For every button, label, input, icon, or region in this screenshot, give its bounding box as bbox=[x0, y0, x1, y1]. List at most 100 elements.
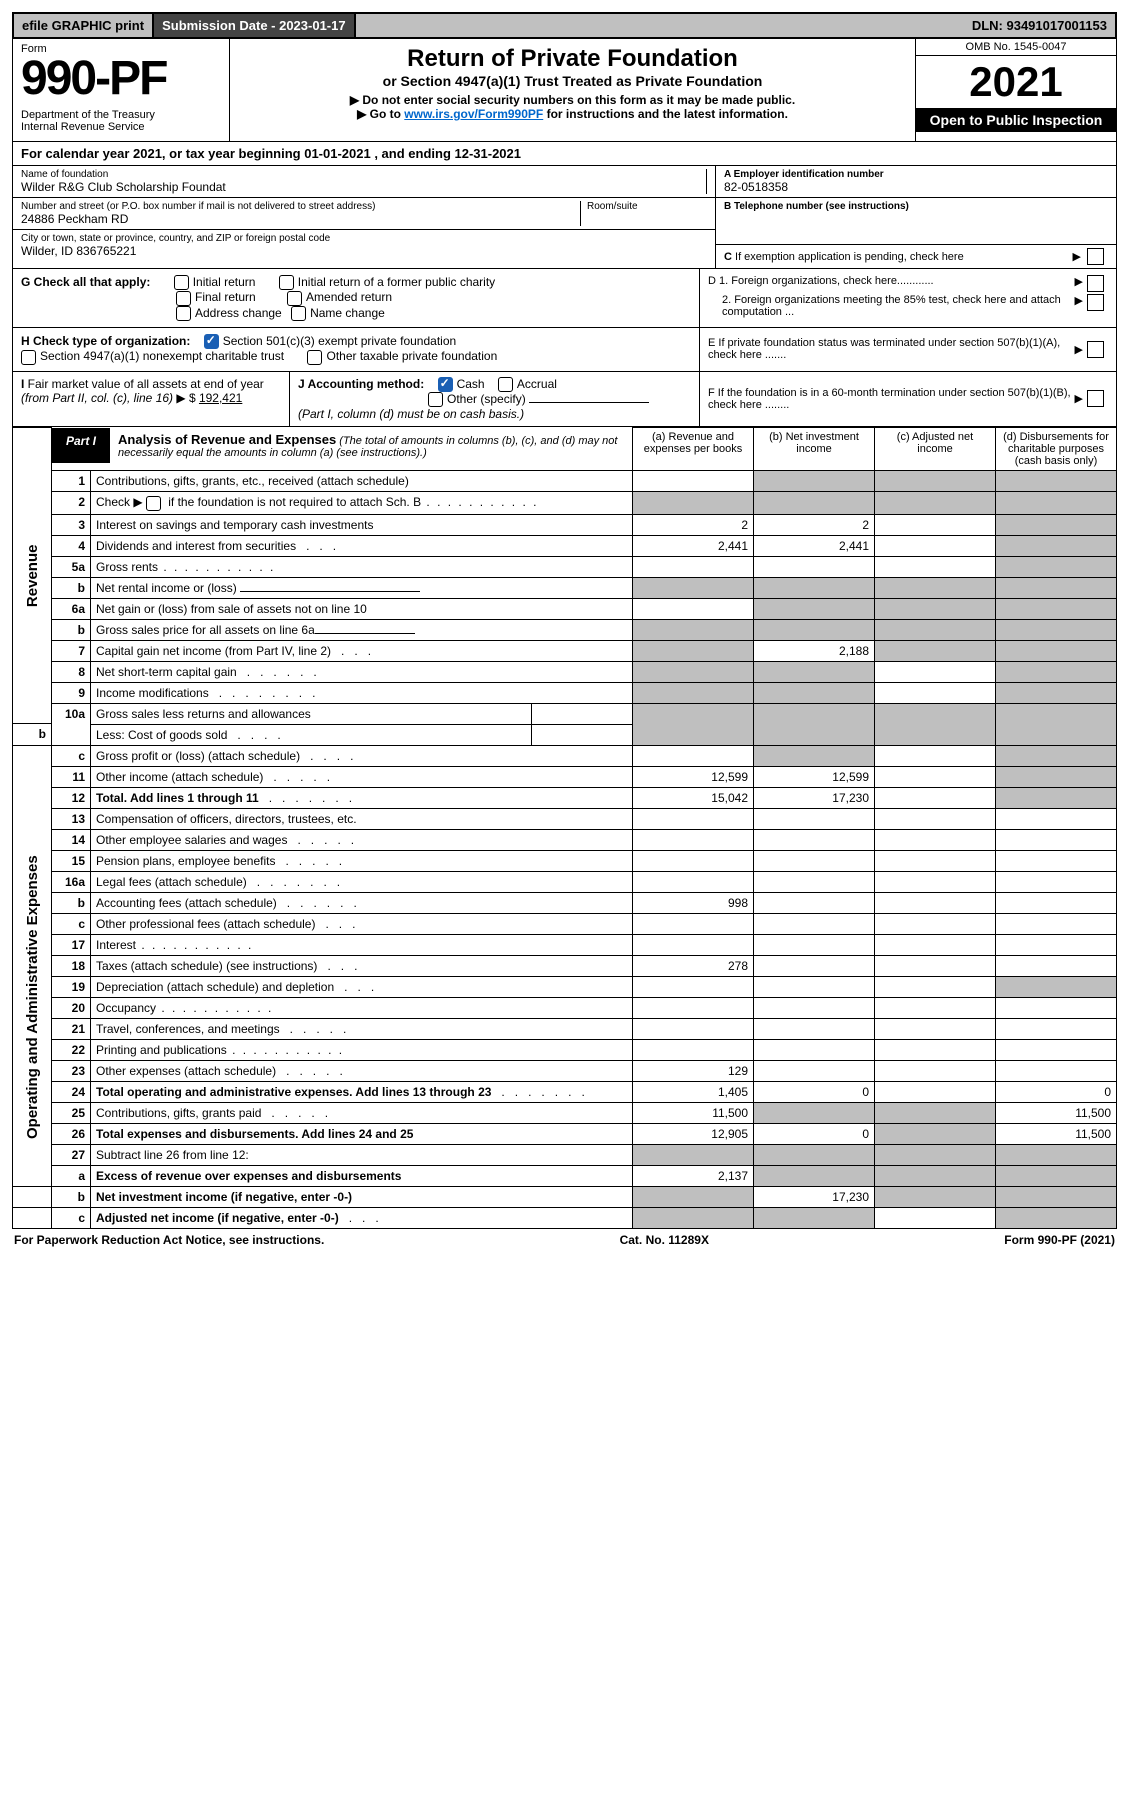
j-label: J Accounting method: bbox=[298, 377, 424, 391]
line-25: Contributions, gifts, grants paid . . . … bbox=[91, 1102, 633, 1123]
line-18: Taxes (attach schedule) (see instruction… bbox=[91, 955, 633, 976]
name-label: Name of foundation bbox=[21, 169, 706, 180]
expenses-section-label: Operating and Administrative Expenses bbox=[13, 808, 52, 1186]
form-number: 990-PF bbox=[21, 52, 166, 105]
line-12: Total. Add lines 1 through 11 . . . . . … bbox=[91, 787, 633, 808]
ssn-warning: ▶ Do not enter social security numbers o… bbox=[240, 93, 905, 107]
h-501c3-checkbox[interactable] bbox=[204, 334, 219, 349]
d1-label: D 1. Foreign organizations, check here..… bbox=[708, 275, 1075, 292]
revenue-section-label: Revenue bbox=[13, 428, 52, 724]
tax-year: 2021 bbox=[916, 56, 1116, 108]
city-label: City or town, state or province, country… bbox=[21, 233, 707, 244]
g-d-section: G Check all that apply: Initial return I… bbox=[12, 269, 1117, 328]
line2-checkbox[interactable] bbox=[146, 496, 161, 511]
part1-label: Part I bbox=[52, 428, 110, 463]
line-27a: Excess of revenue over expenses and disb… bbox=[91, 1165, 633, 1186]
i-j-f-section: I Fair market value of all assets at end… bbox=[12, 372, 1117, 428]
identity-grid: Name of foundation Wilder R&G Club Schol… bbox=[12, 166, 1117, 269]
line-8: Net short-term capital gain . . . . . . bbox=[91, 661, 633, 682]
line-3: Interest on savings and temporary cash i… bbox=[91, 514, 633, 535]
line-27: Subtract line 26 from line 12: bbox=[91, 1144, 633, 1165]
h-4947-checkbox[interactable] bbox=[21, 350, 36, 365]
line-6a: Net gain or (loss) from sale of assets n… bbox=[91, 598, 633, 619]
c-checkbox[interactable] bbox=[1087, 248, 1104, 265]
line-16b: Accounting fees (attach schedule) . . . … bbox=[91, 892, 633, 913]
dln: DLN: 93491017001153 bbox=[964, 14, 1115, 37]
line-19: Depreciation (attach schedule) and deple… bbox=[91, 976, 633, 997]
c-exemption-label: C If exemption application is pending, c… bbox=[724, 251, 1067, 263]
line-11: Other income (attach schedule) . . . . . bbox=[91, 766, 633, 787]
submission-date: Submission Date - 2023-01-17 bbox=[154, 14, 356, 37]
address-value: 24886 Peckham RD bbox=[21, 212, 580, 226]
omb-number: OMB No. 1545-0047 bbox=[916, 39, 1116, 56]
g-label: G Check all that apply: bbox=[21, 275, 150, 289]
g-final-checkbox[interactable] bbox=[176, 291, 191, 306]
g-initial-former-checkbox[interactable] bbox=[279, 275, 294, 290]
form-subtitle: or Section 4947(a)(1) Trust Treated as P… bbox=[240, 73, 905, 89]
d1-checkbox[interactable] bbox=[1087, 275, 1104, 292]
form-title: Return of Private Foundation bbox=[240, 45, 905, 73]
line-27b: Net investment income (if negative, ente… bbox=[91, 1186, 633, 1207]
e-checkbox[interactable] bbox=[1087, 341, 1104, 358]
line-17: Interest bbox=[91, 934, 633, 955]
line-4: Dividends and interest from securities .… bbox=[91, 535, 633, 556]
g-name-checkbox[interactable] bbox=[291, 306, 306, 321]
col-d-header: (d) Disbursements for charitable purpose… bbox=[996, 428, 1117, 471]
phone-label: B Telephone number (see instructions) bbox=[724, 201, 1108, 212]
line-10a: Gross sales less returns and allowances bbox=[91, 704, 532, 725]
line-5a: Gross rents bbox=[91, 556, 633, 577]
line-16a: Legal fees (attach schedule) . . . . . .… bbox=[91, 871, 633, 892]
h-other-checkbox[interactable] bbox=[307, 350, 322, 365]
instructions-line: ▶ Go to www.irs.gov/Form990PF for instru… bbox=[240, 107, 905, 121]
footer-mid: Cat. No. 11289X bbox=[620, 1233, 709, 1247]
j-other-checkbox[interactable] bbox=[428, 392, 443, 407]
line-10b: Less: Cost of goods sold . . . . bbox=[91, 724, 532, 745]
j-cash-checkbox[interactable] bbox=[438, 377, 453, 392]
line-22: Printing and publications bbox=[91, 1039, 633, 1060]
h-e-section: H Check type of organization: Section 50… bbox=[12, 328, 1117, 372]
line-9: Income modifications . . . . . . . . bbox=[91, 682, 633, 703]
line-20: Occupancy bbox=[91, 997, 633, 1018]
e-label: E If private foundation status was termi… bbox=[708, 337, 1075, 361]
open-to-public: Open to Public Inspection bbox=[916, 108, 1116, 132]
city-value: Wilder, ID 836765221 bbox=[21, 244, 707, 258]
j-accrual-checkbox[interactable] bbox=[498, 377, 513, 392]
f-checkbox[interactable] bbox=[1087, 390, 1104, 407]
part1-table: Revenue Part I Analysis of Revenue and E… bbox=[12, 427, 1117, 1228]
calendar-year-row: For calendar year 2021, or tax year begi… bbox=[12, 142, 1117, 166]
efile-print-label[interactable]: efile GRAPHIC print bbox=[14, 14, 154, 37]
dept-treasury: Department of the Treasury Internal Reve… bbox=[21, 109, 221, 133]
footer-right: Form 990-PF (2021) bbox=[1004, 1233, 1115, 1247]
instructions-link[interactable]: www.irs.gov/Form990PF bbox=[404, 107, 543, 121]
footer: For Paperwork Reduction Act Notice, see … bbox=[12, 1229, 1117, 1251]
line-2: Check ▶ if the foundation is not require… bbox=[91, 492, 633, 514]
line-14: Other employee salaries and wages . . . … bbox=[91, 829, 633, 850]
name-value: Wilder R&G Club Scholarship Foundat bbox=[21, 180, 706, 194]
col-a-header: (a) Revenue and expenses per books bbox=[633, 428, 754, 471]
room-label: Room/suite bbox=[587, 201, 707, 212]
footer-left: For Paperwork Reduction Act Notice, see … bbox=[14, 1233, 324, 1247]
line-10c: Gross profit or (loss) (attach schedule)… bbox=[91, 745, 633, 766]
line-23: Other expenses (attach schedule) . . . .… bbox=[91, 1060, 633, 1081]
d2-checkbox[interactable] bbox=[1087, 294, 1104, 311]
h-label: H Check type of organization: bbox=[21, 334, 190, 348]
line-27c: Adjusted net income (if negative, enter … bbox=[91, 1207, 633, 1228]
line-5b: Net rental income or (loss) bbox=[91, 577, 633, 598]
g-address-checkbox[interactable] bbox=[176, 306, 191, 321]
line-16c: Other professional fees (attach schedule… bbox=[91, 913, 633, 934]
line-6b: Gross sales price for all assets on line… bbox=[91, 619, 633, 640]
ein-label: A Employer identification number bbox=[724, 169, 1108, 180]
part1-desc: Analysis of Revenue and Expenses (The to… bbox=[110, 428, 632, 463]
address-label: Number and street (or P.O. box number if… bbox=[21, 201, 580, 212]
g-initial-checkbox[interactable] bbox=[174, 275, 189, 290]
top-bar: efile GRAPHIC print Submission Date - 20… bbox=[12, 12, 1117, 39]
col-c-header: (c) Adjusted net income bbox=[875, 428, 996, 471]
line-7: Capital gain net income (from Part IV, l… bbox=[91, 640, 633, 661]
f-label: F If the foundation is in a 60-month ter… bbox=[708, 387, 1075, 411]
line-15: Pension plans, employee benefits . . . .… bbox=[91, 850, 633, 871]
line-21: Travel, conferences, and meetings . . . … bbox=[91, 1018, 633, 1039]
line-24: Total operating and administrative expen… bbox=[91, 1081, 633, 1102]
line-26: Total expenses and disbursements. Add li… bbox=[91, 1123, 633, 1144]
g-amended-checkbox[interactable] bbox=[287, 291, 302, 306]
i-value: 192,421 bbox=[199, 391, 242, 405]
